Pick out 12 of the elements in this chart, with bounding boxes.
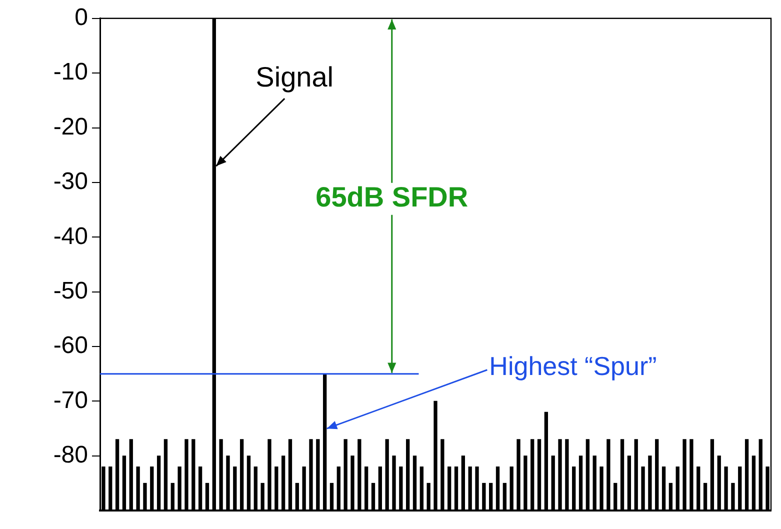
ref-line-label: Highest “Spur” [489, 351, 657, 382]
y-tick-label: -20 [53, 113, 88, 140]
y-tick-label: -50 [53, 277, 88, 304]
y-tick-label: -10 [53, 58, 88, 86]
y-tick-label: -80 [53, 442, 88, 469]
y-tick-label: -70 [53, 386, 88, 414]
y-tick-label: 0 [74, 4, 88, 32]
y-tick-label: -40 [53, 222, 88, 250]
annotation: 65dB SFDR [316, 182, 468, 213]
y-tick-label: -60 [53, 332, 88, 360]
annotation: Signal [256, 61, 334, 92]
y-tick-label: -30 [53, 168, 88, 196]
